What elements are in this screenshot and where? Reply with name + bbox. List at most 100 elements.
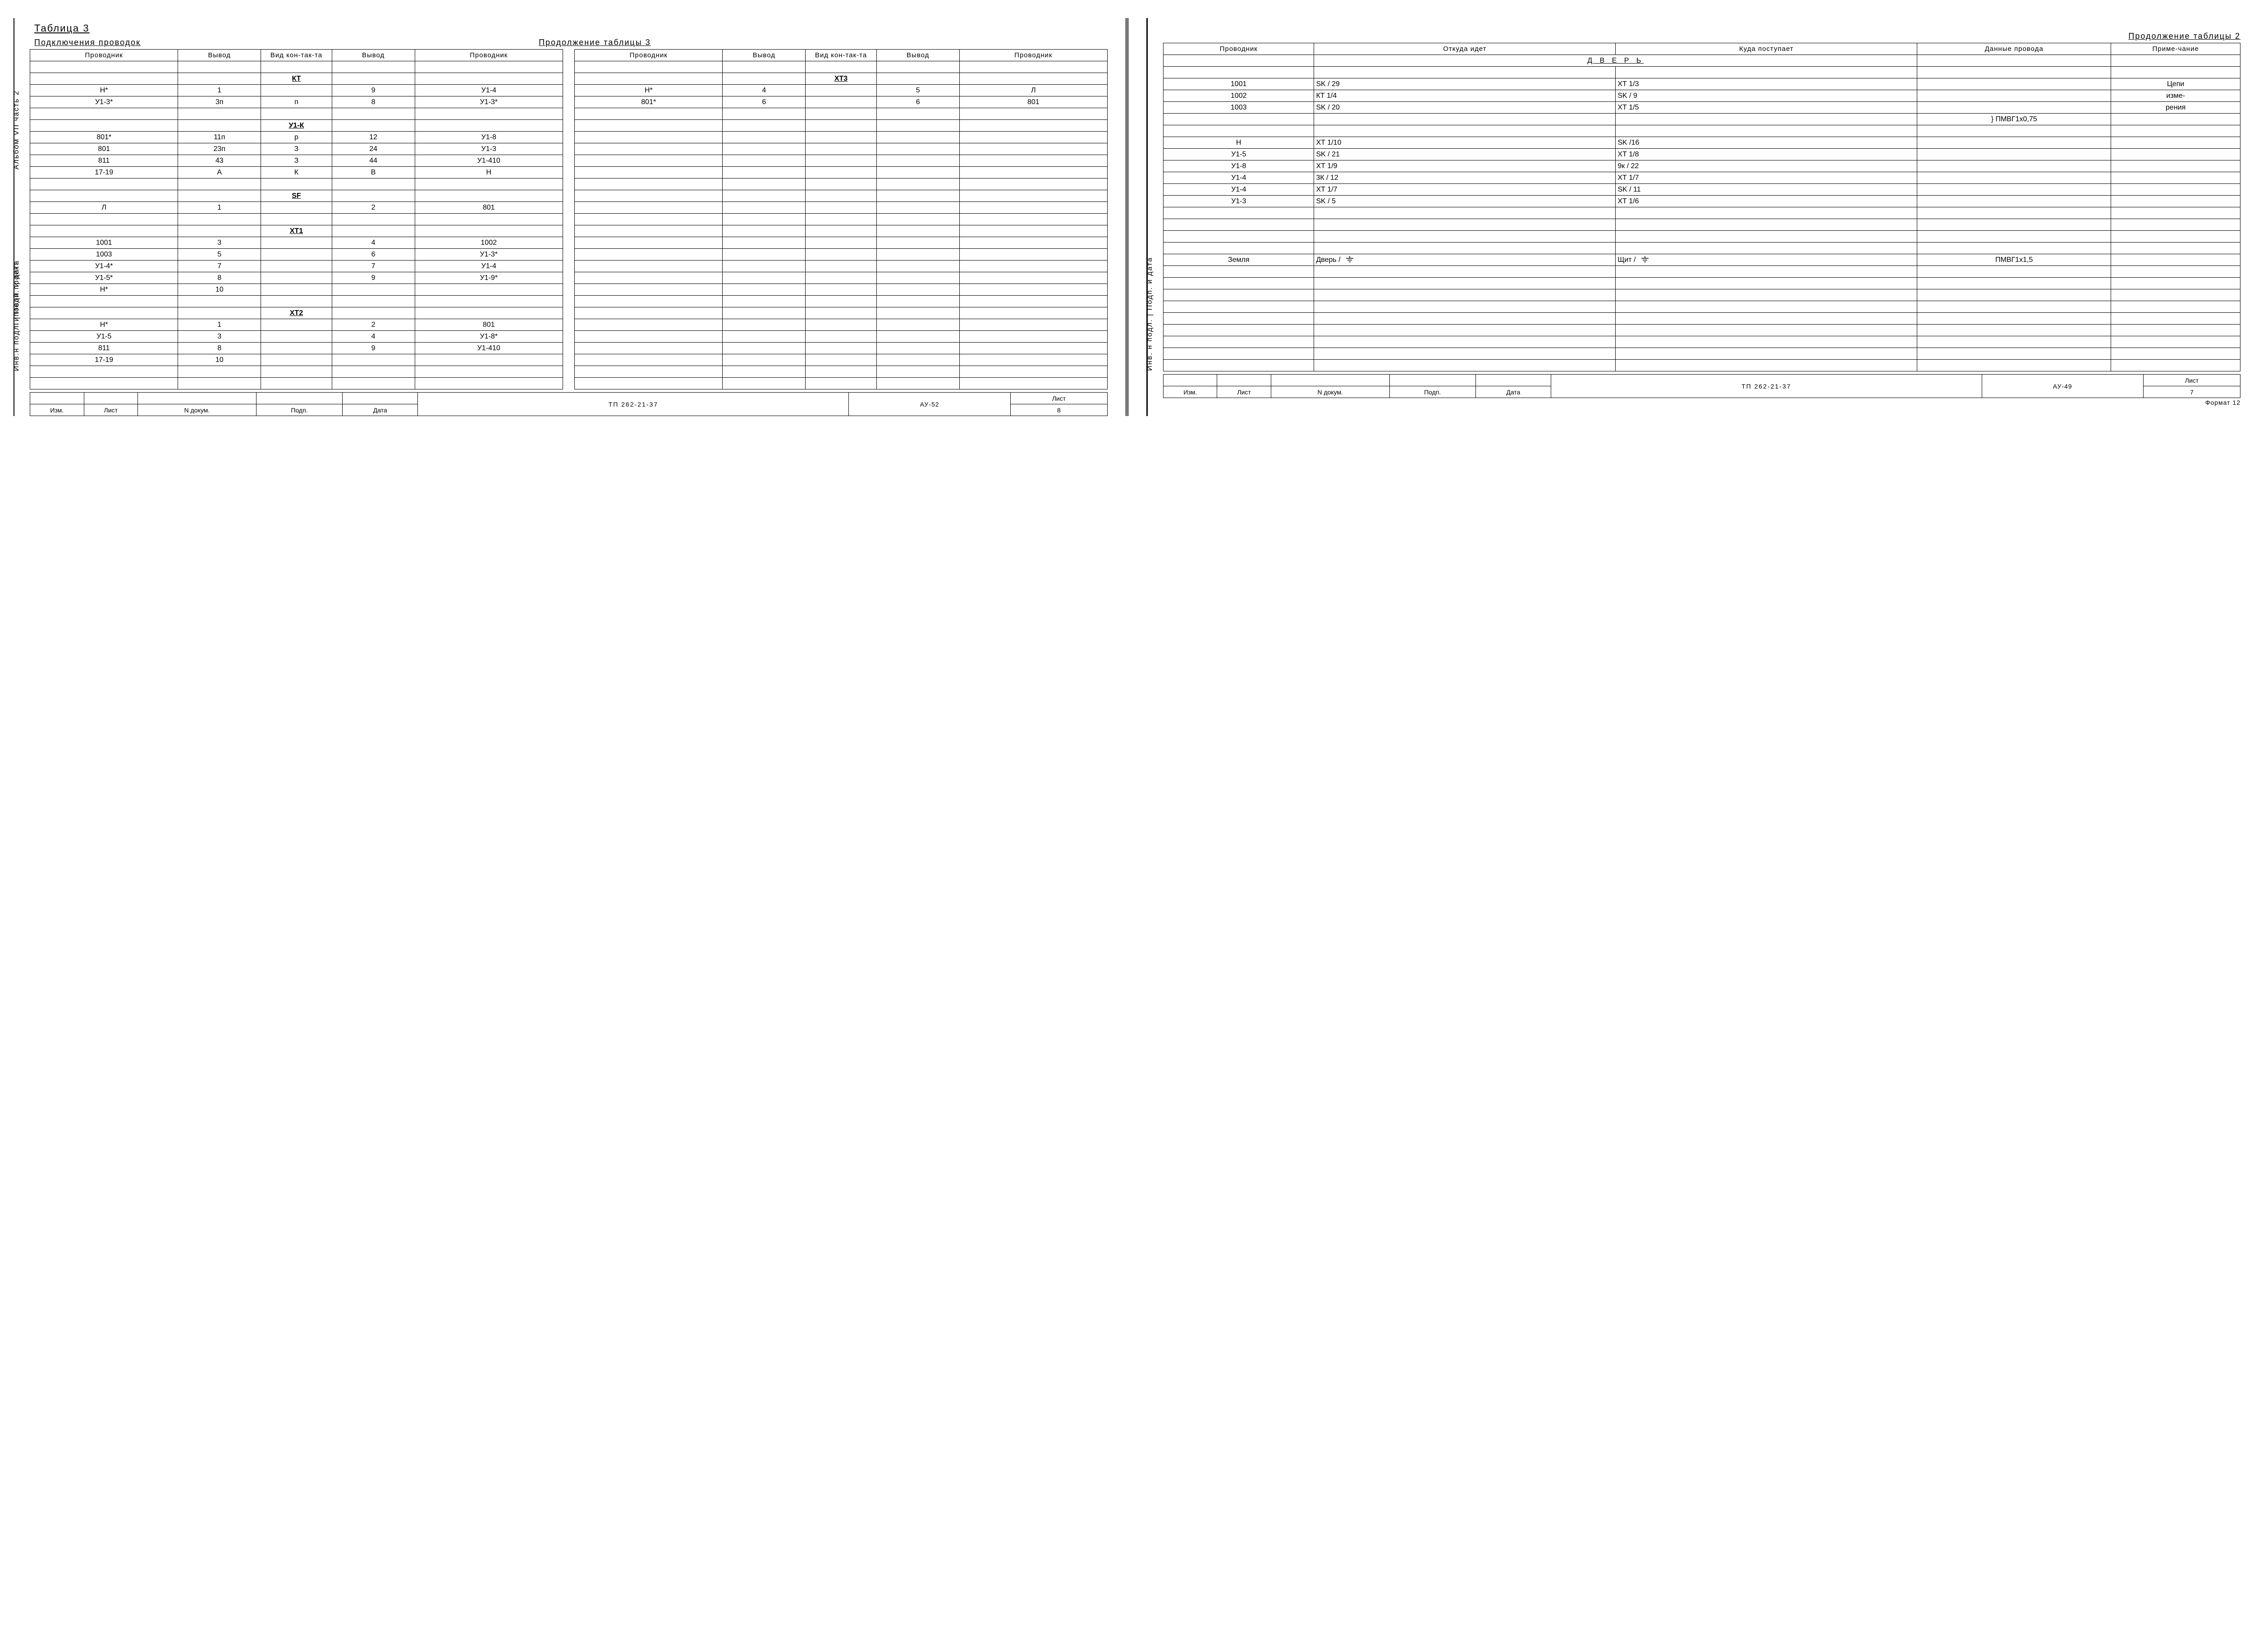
cell [261, 249, 332, 261]
cell [1314, 243, 1616, 254]
cell [332, 225, 415, 237]
cell [723, 319, 806, 331]
table2-row [1163, 67, 2240, 78]
cell [1616, 360, 1917, 371]
cell [261, 202, 332, 214]
cell [575, 378, 723, 389]
cell [575, 272, 723, 284]
table2-row: У1-43К / 12ХТ 1/7 [1163, 172, 2240, 184]
cell [1917, 231, 2111, 243]
cell: 12 [332, 132, 415, 143]
cell [723, 343, 806, 354]
cell [2111, 219, 2240, 231]
cell [1163, 231, 1314, 243]
cell [2111, 278, 2240, 289]
cell [959, 331, 1107, 343]
cell [30, 73, 178, 85]
cell [723, 143, 806, 155]
cell: изме- [2111, 90, 2240, 102]
cell: 811 [30, 155, 178, 167]
cell [959, 319, 1107, 331]
table3-row: 80123пЗ24У1-3 [30, 143, 1108, 155]
side-label-sign-left: Инв.н подл. | Подп. и дата [13, 260, 21, 371]
cell: КТ 1/4 [1314, 90, 1616, 102]
cell: У1-5 [1163, 149, 1314, 160]
hdr-pin: Вывод [178, 50, 261, 61]
cell [261, 366, 332, 378]
cell [2111, 301, 2240, 313]
cell [1616, 207, 1917, 219]
tb-h-list: Лист [84, 404, 138, 416]
cell: Цепи [2111, 78, 2240, 90]
sheet-label-left: Лист [1010, 393, 1107, 404]
cell [959, 132, 1107, 143]
cell: 4 [332, 237, 415, 249]
cell [876, 343, 959, 354]
cell [959, 178, 1107, 190]
cell [30, 61, 178, 73]
hdr2-conductor: Проводник [1163, 43, 1314, 55]
table2-row [1163, 301, 2240, 313]
cell: Н* [30, 85, 178, 96]
cell [1163, 207, 1314, 219]
cell [876, 108, 959, 120]
cell [178, 178, 261, 190]
cell [261, 354, 332, 366]
table2-row [1163, 243, 2240, 254]
cell: К [261, 167, 332, 178]
cell [332, 354, 415, 366]
hdr2-to: Куда поступает [1616, 43, 1917, 55]
cell [806, 378, 877, 389]
cell: У1-4 [415, 261, 563, 272]
cell [806, 120, 877, 132]
cell [261, 108, 332, 120]
cell [723, 261, 806, 272]
cell [332, 178, 415, 190]
cell [1917, 266, 2111, 278]
cell [1616, 125, 1917, 137]
cell [2111, 266, 2240, 278]
cell: В [332, 167, 415, 178]
table2-row: У1-8ХТ 1/99к / 22 [1163, 160, 2240, 172]
cell: 4 [723, 85, 806, 96]
cell: 801 [415, 202, 563, 214]
cell: п [261, 96, 332, 108]
cell [959, 307, 1107, 319]
cell: 1001 [1163, 78, 1314, 90]
cell: 801* [575, 96, 723, 108]
cell [723, 331, 806, 343]
table2-row: ЗемляДверь / Щит / ПМВГ1х1,5 [1163, 254, 2240, 266]
cell: ХТ 1/9 [1314, 160, 1616, 172]
cell [1314, 301, 1616, 313]
cell: ХТ 1/5 [1616, 102, 1917, 114]
cell [332, 296, 415, 307]
cell [876, 331, 959, 343]
cell: Дверь / [1314, 254, 1616, 266]
cell [959, 120, 1107, 132]
cell [575, 319, 723, 331]
cell: 1002 [1163, 90, 1314, 102]
cell [876, 120, 959, 132]
cell: SK / 9 [1616, 90, 1917, 102]
format-note: Формат 12 [1163, 399, 2240, 406]
cell [876, 319, 959, 331]
hdr-conductor2-b: Проводник [959, 50, 1107, 61]
hdr2-note: Приме-чание [2111, 43, 2240, 55]
hdr-pin-b: Вывод [723, 50, 806, 61]
cell [261, 214, 332, 225]
hdr2-from: Откуда идет [1314, 43, 1616, 55]
cell: SK / 29 [1314, 78, 1616, 90]
cell [575, 214, 723, 225]
cell [959, 167, 1107, 178]
cell [876, 178, 959, 190]
cell [415, 61, 563, 73]
cell: У1-5 [30, 331, 178, 343]
cell [1917, 360, 2111, 371]
doc-code-left: АУ-52 [849, 393, 1011, 416]
cell: 1003 [30, 249, 178, 261]
table3-row [30, 61, 1108, 73]
hdr-conductor2: Проводник [415, 50, 563, 61]
cell [332, 307, 415, 319]
cell: У1-4 [1163, 172, 1314, 184]
cell [723, 272, 806, 284]
